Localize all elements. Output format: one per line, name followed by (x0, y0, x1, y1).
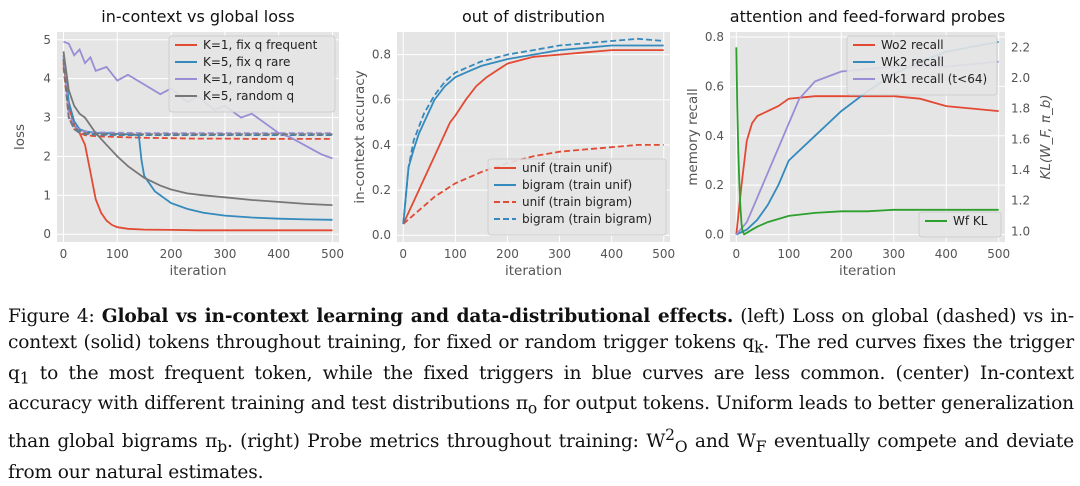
legend: Wf KL (919, 212, 1001, 237)
x-tick-label: 0 (60, 247, 68, 261)
x-axis-label: iteration (505, 263, 562, 279)
legend-label: K=5, random q (203, 89, 294, 103)
legend-label: unif (train unif) (522, 161, 612, 175)
x-tick-label: 300 (213, 247, 236, 261)
y-tick-label: 0.0 (372, 228, 391, 242)
y2-tick-label: 1.2 (1011, 194, 1030, 208)
y2-tick-label: 1.6 (1011, 132, 1030, 146)
chart-title: out of distribution (462, 7, 605, 26)
chart-title: attention and feed-forward probes (730, 7, 1005, 26)
y-tick-label: 5 (43, 33, 51, 47)
y2-tick-label: 2.0 (1011, 71, 1030, 85)
chart-right: 0 100 200 300 400 500 0.0 0.2 0.4 0.6 0.8 1.0 1.2 1.4… (685, 7, 1054, 279)
x-tick-label: 500 (652, 247, 675, 261)
x-tick-label: 400 (935, 247, 958, 261)
y-tick-label: 1 (43, 188, 51, 202)
caption-label: Figure 4: (8, 306, 95, 327)
x-tick-label: 200 (830, 247, 853, 261)
x-tick-label: 100 (444, 247, 467, 261)
y-tick-label: 0.4 (705, 129, 724, 143)
x-tick-label: 200 (496, 247, 519, 261)
figure-canvas: 0 100 200 300 400 500 0 1 2 3 4 5 in-context vs glob… (0, 0, 1080, 300)
y2-axis-label: KL(W_F, π_b) (1038, 94, 1054, 179)
y-tick-label: 0.6 (705, 79, 724, 93)
x-axis-label: iteration (839, 263, 896, 279)
figure-caption: Figure 4: Global vs in-context learning … (8, 304, 1074, 486)
chart-title: in-context vs global loss (101, 7, 294, 26)
chart-center: 0 100 200 300 400 500 0.0 0.2 0.4 0.6 0.8 out of di… (352, 7, 675, 279)
y-tick-label: 0.4 (372, 138, 391, 152)
y-axis-label: memory recall (685, 88, 701, 185)
y-tick-label: 0.2 (705, 178, 724, 192)
caption-lead: Global vs in-context learning and data-d… (102, 306, 733, 327)
y2-tick-label: 2.2 (1011, 40, 1030, 54)
x-tick-label: 500 (321, 247, 344, 261)
y-axis-label: in-context accuracy (352, 70, 368, 203)
y2-tick-label: 1.8 (1011, 102, 1030, 116)
x-tick-label: 100 (106, 247, 129, 261)
x-tick-label: 500 (987, 247, 1010, 261)
y-tick-label: 0.6 (372, 93, 391, 107)
y-tick-label: 2 (43, 149, 51, 163)
legend-label: Wf KL (953, 214, 988, 228)
chart-left: 0 100 200 300 400 500 0 1 2 3 4 5 in-context vs glob… (12, 7, 344, 279)
x-tick-label: 400 (267, 247, 290, 261)
y2-tick-label: 1.4 (1011, 163, 1030, 177)
legend-label: K=5, fix q rare (203, 55, 290, 69)
x-tick-label: 0 (399, 247, 407, 261)
x-tick-label: 0 (732, 247, 740, 261)
y2-tick-label: 1.0 (1011, 224, 1030, 238)
legend: K=1, fix q frequent K=5, fix q rare K=1, r… (169, 36, 335, 112)
y-axis-label: loss (12, 124, 28, 150)
x-axis-label: iteration (169, 263, 226, 279)
x-tick-label: 300 (882, 247, 905, 261)
y-tick-label: 0.8 (705, 30, 724, 44)
legend: Wo2 recall Wk2 recall Wk1 recall (t<64) (847, 36, 997, 95)
y-tick-label: 0.0 (705, 228, 724, 242)
legend-label: Wo2 recall (881, 38, 944, 52)
y-tick-label: 3 (43, 111, 51, 125)
y-tick-label: 0.8 (372, 48, 391, 62)
x-tick-label: 400 (600, 247, 623, 261)
y-tick-label: 0.2 (372, 183, 391, 197)
legend-label: bigram (train unif) (522, 178, 632, 192)
legend-label: Wk2 recall (881, 55, 944, 69)
legend: unif (train unif) bigram (train unif) unif… (488, 159, 666, 235)
legend-label: Wk1 recall (t<64) (881, 72, 987, 86)
y-tick-label: 0 (43, 227, 51, 241)
x-tick-label: 200 (160, 247, 183, 261)
y-tick-label: 4 (43, 72, 51, 86)
legend-label: bigram (train bigram) (522, 212, 652, 226)
legend-label: unif (train bigram) (522, 195, 632, 209)
x-tick-label: 300 (548, 247, 571, 261)
x-tick-label: 100 (777, 247, 800, 261)
legend-label: K=1, fix q frequent (203, 38, 318, 52)
legend-label: K=1, random q (203, 72, 294, 86)
